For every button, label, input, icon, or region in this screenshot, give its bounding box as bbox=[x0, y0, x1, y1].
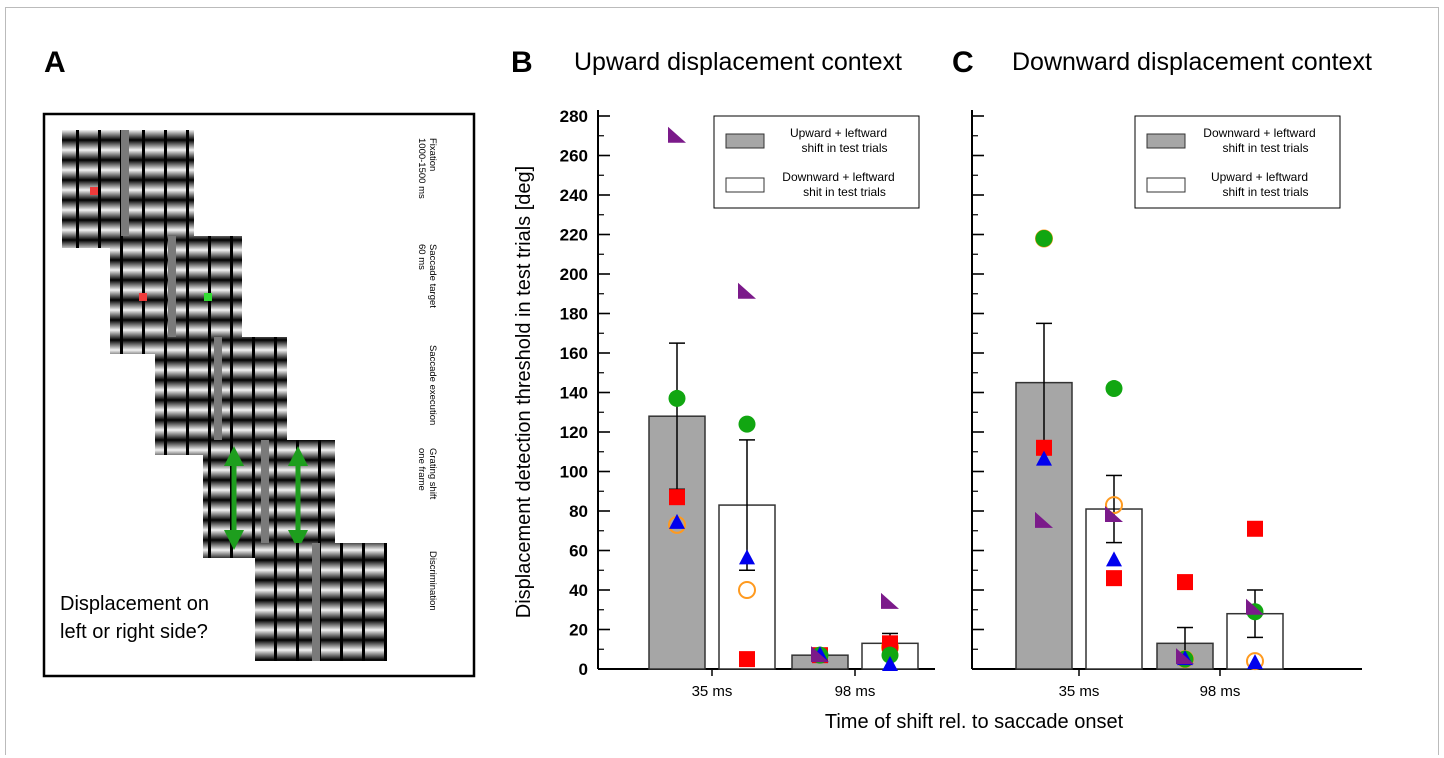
chart-b: 0 20 40 60 80 100 120 140 160 180 200 220 240 260 280 3… bbox=[560, 107, 935, 700]
point-orange-open-circle bbox=[1246, 652, 1264, 671]
y-tick-label: 20 bbox=[569, 621, 588, 640]
point-red-square bbox=[739, 651, 755, 668]
x-tick-label: 35 ms bbox=[692, 683, 733, 700]
point-red-square bbox=[1177, 574, 1193, 591]
point-blue-triangle bbox=[669, 513, 685, 529]
x-tick-label: 98 ms bbox=[1200, 683, 1241, 700]
y-tick-label: 180 bbox=[560, 305, 588, 324]
x-tick-label: 98 ms bbox=[835, 683, 876, 700]
stage-label: Saccade target bbox=[427, 244, 438, 308]
grating-seam bbox=[168, 236, 176, 354]
y-tick-label: 160 bbox=[560, 344, 588, 363]
panel-b-letter: B bbox=[511, 46, 533, 79]
legend-swatch-gray bbox=[1146, 133, 1186, 149]
x-tick-label: 35 ms bbox=[1059, 683, 1100, 700]
point-green-circle bbox=[1035, 229, 1053, 247]
question-line-2: left or right side? bbox=[60, 621, 208, 643]
point-purple-triangle bbox=[1246, 598, 1264, 615]
stage-sublabel: one frame bbox=[416, 448, 427, 491]
legend-box bbox=[1134, 115, 1341, 209]
y-tick-label: 220 bbox=[560, 226, 588, 245]
stage-label: Fixation bbox=[427, 138, 438, 171]
stimulus-dot bbox=[139, 293, 147, 301]
question-line-1: Displacement on bbox=[60, 593, 209, 615]
point-red-square bbox=[1106, 570, 1122, 587]
grating-seam bbox=[214, 337, 222, 455]
point-purple-triangle bbox=[1176, 648, 1194, 665]
stimulus-frame: Saccade execution bbox=[155, 337, 438, 455]
legend-entry-line1: Upward + leftward bbox=[1211, 170, 1308, 184]
y-tick-label: 80 bbox=[569, 502, 588, 521]
y-tick-label: 0 bbox=[579, 660, 588, 679]
point-red-square bbox=[669, 489, 685, 506]
point-purple-triangle bbox=[668, 126, 686, 143]
point-purple-triangle bbox=[811, 646, 829, 663]
point-blue-triangle bbox=[1036, 450, 1052, 466]
grating-seam bbox=[261, 440, 269, 558]
point-green-circle bbox=[1105, 380, 1123, 398]
y-tick-label: 200 bbox=[560, 265, 588, 284]
legend-entry-line1: Downward + leftward bbox=[782, 170, 894, 184]
point-blue-triangle bbox=[739, 549, 755, 565]
grating-seam bbox=[121, 130, 129, 248]
point-orange-open-circle bbox=[738, 581, 756, 599]
point-red-square bbox=[1247, 520, 1263, 537]
point-blue-triangle bbox=[882, 656, 898, 672]
legend-entry-line2: shift in test trials bbox=[1222, 185, 1308, 199]
y-axis-label: Displacement detection threshold in test… bbox=[513, 166, 535, 618]
stage-sublabel: 60 ms bbox=[416, 244, 427, 270]
point-blue-triangle bbox=[1106, 551, 1122, 567]
grating-image bbox=[255, 543, 387, 661]
panel-a-box bbox=[42, 112, 476, 678]
y-tick-label: 280 bbox=[560, 107, 588, 126]
legend-entry-line2: shit in test trials bbox=[803, 185, 886, 199]
point-red-square bbox=[882, 635, 898, 652]
stage-label: Grating shift bbox=[427, 448, 438, 500]
legend-swatch-white bbox=[725, 177, 765, 193]
stimulus-frame: Discrimination bbox=[255, 543, 438, 661]
legend-box bbox=[713, 115, 920, 209]
y-tick-label: 120 bbox=[560, 423, 588, 442]
panel-c-letter: C bbox=[952, 46, 974, 79]
y-tick-label: 100 bbox=[560, 463, 588, 482]
y-tick-label: 260 bbox=[560, 147, 588, 166]
grating-seam bbox=[312, 543, 320, 661]
point-purple-triangle bbox=[1035, 511, 1053, 528]
legend-swatch-white bbox=[1146, 177, 1186, 193]
stimulus-dot bbox=[204, 293, 212, 301]
legend-entry-line1: Upward + leftward bbox=[790, 126, 887, 140]
point-green-circle bbox=[738, 415, 756, 433]
point-purple-triangle bbox=[881, 592, 899, 609]
panel-b-title: Upward displacement context bbox=[574, 48, 902, 76]
panel-a-letter: A bbox=[44, 46, 66, 79]
y-tick-label: 60 bbox=[569, 542, 588, 561]
legend-entry-line2: shift in test trials bbox=[801, 141, 887, 155]
point-red-square bbox=[1036, 439, 1052, 456]
y-tick-label: 40 bbox=[569, 581, 588, 600]
point-purple-triangle bbox=[738, 282, 756, 299]
legend-entry-line2: shift in test trials bbox=[1222, 141, 1308, 155]
point-green-circle bbox=[668, 389, 686, 407]
point-green-circle bbox=[881, 646, 899, 664]
point-purple-triangle bbox=[1105, 505, 1123, 522]
panel-c-title: Downward displacement context bbox=[1012, 48, 1372, 76]
point-blue-triangle bbox=[1247, 654, 1263, 670]
legend-entry-line1: Downward + leftward bbox=[1203, 126, 1315, 140]
x-axis-label: Time of shift rel. to saccade onset bbox=[825, 711, 1124, 733]
stage-label: Discrimination bbox=[427, 551, 438, 611]
stage-sublabel: 1000-1500 ms bbox=[416, 138, 427, 199]
stimulus-dot bbox=[90, 187, 98, 195]
point-orange-open-circle bbox=[1105, 496, 1123, 515]
y-tick-label: 140 bbox=[560, 384, 588, 403]
y-tick-label: 240 bbox=[560, 186, 588, 205]
figure-frame bbox=[5, 7, 1439, 755]
legend-swatch-gray bbox=[725, 133, 765, 149]
stage-label: Saccade execution bbox=[427, 345, 438, 425]
